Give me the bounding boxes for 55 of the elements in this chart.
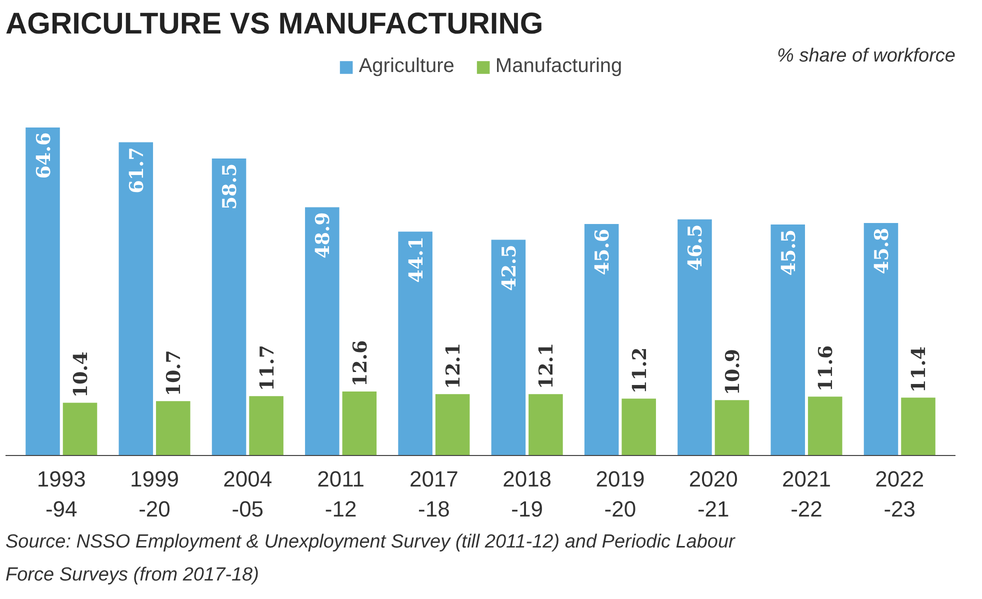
data-label: 42.5 bbox=[498, 244, 520, 291]
data-label: 10.7 bbox=[163, 350, 186, 396]
bar bbox=[901, 398, 936, 456]
data-label: 12.1 bbox=[536, 342, 558, 390]
x-tick-label: 1999 -20 bbox=[130, 466, 179, 522]
text: % share of workforce bbox=[777, 46, 956, 66]
x-tick-label: 1993 -94 bbox=[36, 466, 86, 522]
bar bbox=[26, 128, 60, 456]
data-label: 45.5 bbox=[778, 229, 800, 276]
x-tick-label: 2022 -23 bbox=[875, 466, 924, 522]
x-tick-label: 2021 -22 bbox=[782, 466, 831, 522]
data-label: 48.9 bbox=[312, 212, 334, 258]
data-label: 45.6 bbox=[592, 228, 614, 276]
data-label: 10.9 bbox=[722, 348, 744, 396]
bar bbox=[305, 207, 340, 456]
data-label: 61.7 bbox=[126, 147, 148, 194]
x-tick-label: 2004 -05 bbox=[223, 466, 272, 522]
bar bbox=[808, 396, 842, 456]
bar bbox=[491, 240, 526, 456]
bar bbox=[435, 394, 470, 456]
data-label: 45.8 bbox=[870, 228, 893, 274]
source-note: Source: NSSO Employment & Unexployment Survey (till 2011-12) and Periodic Labour Force Surveys (from 2017-18) bbox=[6, 532, 736, 586]
data-label: 12.6 bbox=[349, 340, 372, 387]
data-label: 44.1 bbox=[405, 236, 428, 283]
bar bbox=[864, 222, 898, 456]
bar bbox=[770, 224, 805, 456]
data-label: 11.7 bbox=[256, 344, 278, 392]
bar bbox=[249, 396, 284, 456]
data-label: 46.5 bbox=[684, 224, 707, 271]
bar bbox=[212, 158, 246, 456]
bar bbox=[118, 142, 154, 456]
bar bbox=[622, 398, 656, 456]
bar bbox=[584, 224, 619, 456]
data-label: 10.4 bbox=[70, 351, 92, 398]
bar bbox=[528, 394, 563, 456]
x-tick-label: 2011 -12 bbox=[317, 466, 364, 522]
bar bbox=[156, 401, 190, 456]
x-tick-label: 2018 -19 bbox=[502, 466, 552, 522]
chart-title: AGRICULTURE VS MANUFACTURING bbox=[6, 8, 544, 40]
bar bbox=[714, 400, 750, 456]
data-label: 11.4 bbox=[908, 346, 930, 393]
data-label: 11.6 bbox=[815, 345, 838, 392]
x-tick-label: 2020 -21 bbox=[688, 466, 738, 522]
bar bbox=[678, 219, 712, 456]
bar bbox=[398, 232, 432, 456]
bar bbox=[342, 392, 377, 456]
x-tick-label: 2017 -18 bbox=[409, 466, 458, 522]
legend-label: Manufacturing bbox=[495, 55, 622, 78]
data-label: 12.1 bbox=[442, 342, 465, 390]
data-label: 58.5 bbox=[219, 163, 242, 210]
x-tick-label: 2019 -20 bbox=[596, 466, 645, 522]
legend-label: Agriculture bbox=[358, 55, 454, 78]
data-label: 64.6 bbox=[32, 132, 55, 179]
bar bbox=[62, 402, 98, 456]
data-label: 11.2 bbox=[628, 347, 651, 394]
